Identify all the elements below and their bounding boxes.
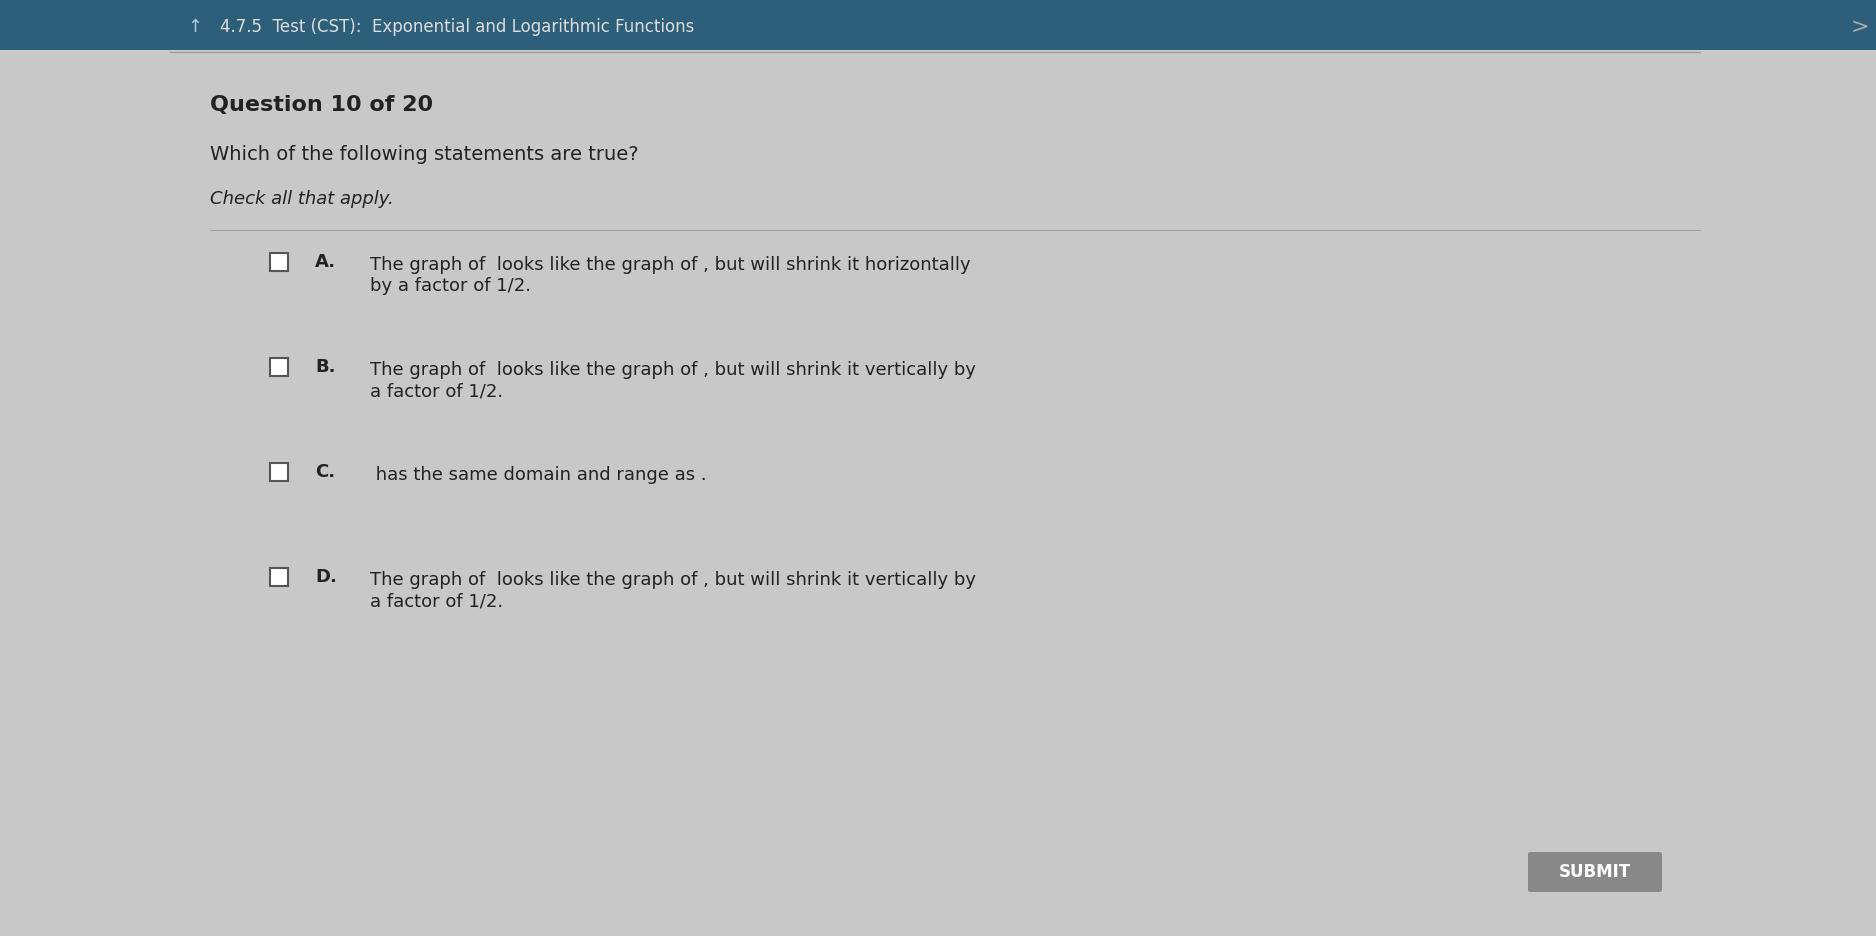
Bar [270, 463, 289, 481]
Text: a factor of 1/2.: a factor of 1/2. [370, 382, 503, 400]
Bar [0, 0, 1876, 50]
Text: The graph of  looks like the graph of , but will shrink it vertically by: The graph of looks like the graph of , b… [370, 571, 976, 589]
Bar [270, 253, 289, 271]
Text: ↑: ↑ [188, 18, 203, 36]
Bar [270, 358, 289, 376]
Text: A.: A. [315, 253, 336, 271]
FancyBboxPatch shape [1527, 852, 1662, 892]
Bar [270, 568, 289, 586]
Text: has the same domain and range as .: has the same domain and range as . [370, 466, 707, 484]
Text: >: > [1852, 17, 1868, 37]
Text: The graph of  looks like the graph of , but will shrink it horizontally: The graph of looks like the graph of , b… [370, 256, 970, 274]
Text: SUBMIT: SUBMIT [1559, 863, 1630, 881]
Text: Check all that apply.: Check all that apply. [210, 190, 394, 208]
Text: B.: B. [315, 358, 336, 376]
Text: The graph of  looks like the graph of , but will shrink it vertically by: The graph of looks like the graph of , b… [370, 361, 976, 379]
Text: C.: C. [315, 463, 336, 481]
Text: by a factor of 1/2.: by a factor of 1/2. [370, 277, 531, 295]
Text: a factor of 1/2.: a factor of 1/2. [370, 592, 503, 610]
Text: Which of the following statements are true?: Which of the following statements are tr… [210, 145, 638, 164]
Text: 4.7.5  Test (CST):  Exponential and Logarithmic Functions: 4.7.5 Test (CST): Exponential and Logari… [219, 18, 694, 36]
Text: Question 10 of 20: Question 10 of 20 [210, 95, 433, 115]
Text: D.: D. [315, 568, 338, 586]
